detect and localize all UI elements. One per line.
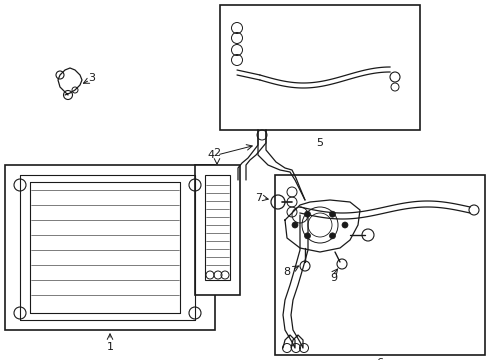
Text: 5: 5	[316, 138, 323, 148]
Text: 1: 1	[106, 342, 113, 352]
Text: 8: 8	[282, 267, 289, 277]
Circle shape	[329, 233, 335, 239]
Text: 9: 9	[329, 273, 336, 283]
Circle shape	[304, 211, 310, 217]
Text: 7: 7	[254, 193, 262, 203]
Text: 4: 4	[207, 150, 215, 160]
Bar	[274, 175, 484, 355]
Bar	[5, 165, 215, 330]
Circle shape	[291, 222, 297, 228]
Circle shape	[329, 211, 335, 217]
Polygon shape	[285, 200, 359, 252]
Text: 2: 2	[213, 148, 220, 158]
Text: 3: 3	[88, 73, 95, 83]
Text: 6: 6	[376, 358, 383, 360]
Bar	[195, 165, 240, 295]
Circle shape	[341, 222, 347, 228]
Bar	[220, 5, 419, 130]
Circle shape	[304, 233, 310, 239]
Bar	[204, 175, 229, 280]
